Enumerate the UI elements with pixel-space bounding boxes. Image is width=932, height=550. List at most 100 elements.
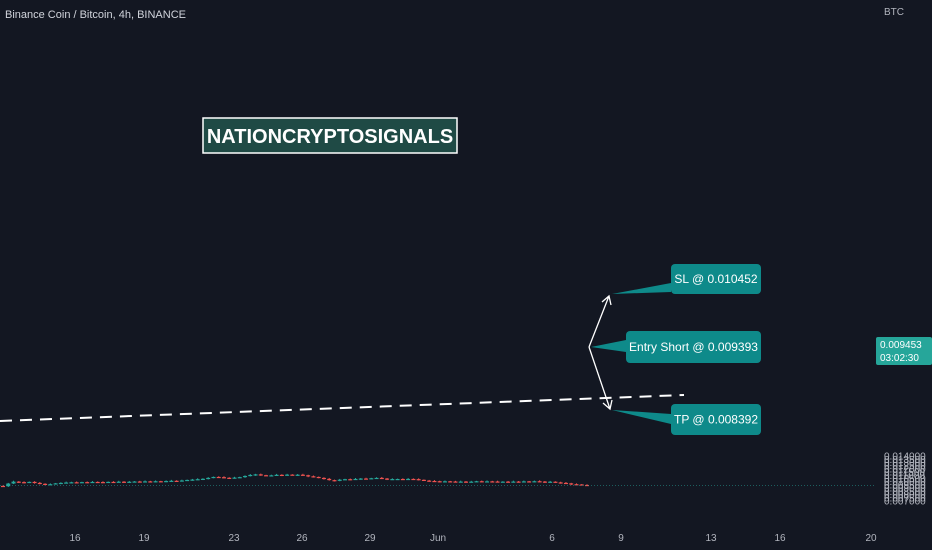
candle-body (437, 481, 442, 483)
candle-body (1, 485, 5, 488)
candle-body (243, 475, 248, 478)
countdown-value: 03:02:30 (880, 353, 919, 364)
sl-callout-label: SL @ 0.010452 (674, 272, 757, 286)
candle-body (506, 481, 511, 483)
candle-body (511, 481, 516, 483)
candle-body (116, 481, 121, 483)
candle-body (206, 477, 211, 480)
candle-body (143, 481, 148, 483)
price-axis[interactable]: BTC 0.0070000.0075000.0080000.0085000.00… (884, 7, 926, 508)
y-tick-label: 0.008000 (884, 490, 926, 501)
candle-body (95, 481, 100, 484)
candle-body (74, 482, 79, 484)
take-profit-arrow[interactable] (588, 346, 613, 411)
sl-callout[interactable]: SL @ 0.010452 (612, 264, 761, 294)
x-tick-label: 6 (549, 533, 555, 544)
x-tick-label: 16 (774, 533, 786, 544)
candle-body (479, 481, 484, 483)
candle-body (353, 478, 358, 481)
x-tick-label: 29 (364, 533, 376, 544)
time-axis[interactable]: 16 19 23 26 29 Jun 6 9 13 16 20 (69, 533, 877, 544)
sl-callout-box[interactable] (671, 264, 761, 294)
x-tick-label: 26 (296, 533, 308, 544)
watermark-box: NATIONCRYPTOSIGNALS (202, 117, 458, 154)
candle-body (321, 477, 326, 480)
candle-body (237, 477, 242, 479)
y-tick-label: 0.009500 (884, 480, 926, 491)
candle-body (90, 481, 95, 484)
candle-body (148, 481, 153, 483)
candle-body (490, 481, 495, 483)
tp-callout-box[interactable] (671, 404, 761, 435)
candle-body (200, 478, 205, 480)
candle-body (211, 476, 216, 479)
candle-body (158, 481, 163, 483)
candle-body (16, 481, 21, 483)
stop-loss-arrow[interactable] (588, 294, 612, 348)
x-tick-label: 16 (69, 533, 81, 544)
candle-body (311, 476, 316, 478)
x-tick-label: 13 (705, 533, 717, 544)
trade-arrows[interactable] (588, 294, 613, 411)
candle-body (569, 483, 574, 485)
candle-body (458, 481, 463, 483)
x-tick-label: 9 (618, 533, 624, 544)
candle-body (448, 481, 453, 483)
candle-body (516, 481, 521, 483)
candle-body (374, 477, 379, 480)
candle-body (64, 482, 69, 484)
entry-callout[interactable]: Entry Short @ 0.009393 (591, 331, 761, 363)
candle-body (248, 474, 253, 477)
y-tick-label: 0.007500 (884, 493, 926, 504)
candle-body (306, 475, 311, 477)
currency-label: BTC (884, 7, 904, 18)
watermark-text: NATIONCRYPTOSIGNALS (207, 126, 453, 148)
candle-body (22, 482, 27, 484)
support-trend-line[interactable] (0, 394, 685, 422)
candle-body (421, 479, 426, 482)
current-price-value: 0.009453 (880, 340, 922, 351)
candle-body (548, 481, 553, 483)
candle-body (179, 480, 184, 482)
tp-callout[interactable]: TP @ 0.008392 (612, 404, 761, 435)
y-tick-label: 0.011000 (884, 471, 925, 482)
y-tick-label: 0.013000 (884, 458, 926, 469)
candle-body (558, 482, 563, 484)
candles-layer (1, 473, 589, 488)
candle-body (553, 481, 558, 483)
sl-callout-pointer (612, 283, 671, 294)
candle-body (216, 476, 221, 479)
candle-body (79, 482, 84, 484)
candle-body (264, 475, 269, 477)
candle-body (43, 483, 48, 485)
y-tick-label: 0.009000 (884, 484, 926, 495)
candle-body (474, 481, 479, 483)
candle-body (532, 481, 537, 483)
candle-body (495, 481, 500, 483)
candle-body (69, 482, 74, 484)
candle-body (300, 474, 305, 476)
candle-body (37, 482, 42, 485)
callouts-layer[interactable]: SL @ 0.010452 Entry Short @ 0.009393 TP @ … (591, 264, 761, 435)
candle-body (469, 481, 474, 483)
candle-body (427, 480, 432, 482)
candle-body (132, 481, 137, 483)
entry-callout-box[interactable] (626, 331, 761, 363)
candle-body (400, 478, 405, 481)
candle-body (174, 480, 179, 482)
candle-body (185, 479, 190, 482)
candle-body (100, 482, 105, 484)
candle-body (463, 481, 468, 483)
candle-body (127, 481, 132, 483)
candle-body (542, 481, 547, 483)
candle-body (369, 478, 374, 480)
candle-body (85, 482, 90, 484)
entry-callout-pointer (591, 340, 626, 352)
candle-body (295, 474, 300, 476)
tp-callout-pointer (612, 410, 671, 424)
candle-body (485, 481, 490, 483)
candle-body (221, 477, 226, 479)
candle-body (258, 474, 263, 476)
candle-body (385, 478, 390, 480)
